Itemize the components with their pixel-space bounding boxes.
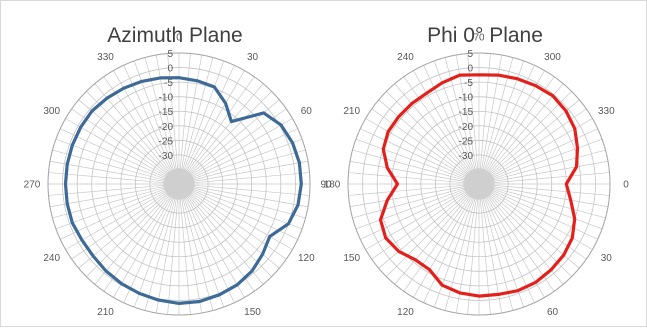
angle-tick-label: 270 [24,180,41,191]
angle-tick-label: 150 [244,307,261,318]
angular-gridline [486,188,593,250]
angle-tick-label: 150 [343,253,360,264]
angular-gridline [183,191,245,298]
angular-gridline [386,91,473,178]
radial-tick-label: -15 [459,107,474,118]
angular-gridline [366,119,473,181]
radial-tick-label: 5 [167,49,173,60]
angle-tick-label: 70 [473,33,485,44]
radial-tick-label: -5 [464,78,473,89]
angular-gridline [185,100,279,179]
angular-gridline [485,189,579,268]
radial-tick-label: -10 [159,93,174,104]
angle-tick-label: 0 [176,33,182,44]
radial-tick-label: -30 [159,151,174,162]
polar-chart-phi: 50-5-10-15-20-25-30030609012015018021024… [324,33,630,327]
radial-tick-label: 0 [167,64,173,75]
radial-tick-label: -25 [459,136,474,147]
angle-tick-label: 330 [97,52,114,63]
chart-title-phi: Phi 0° Plane [427,24,543,47]
angle-tick-label: 300 [43,106,60,117]
radial-tick-label: 0 [467,64,473,75]
radial-tick-label: 5 [467,49,473,60]
angle-tick-label: 0 [623,180,629,191]
radial-tick-label: -5 [164,78,173,89]
angle-tick-label: 210 [343,106,360,117]
angle-tick-label: 30 [601,253,613,264]
angle-tick-label: 180 [324,180,341,191]
polar-charts: Azimuth Plane Phi 0° Plane 50-5-10-15-20… [1,1,646,326]
polar-chart-azimuth: 50-5-10-15-20-25-30030609012015018021024… [24,33,332,327]
angular-gridline [186,188,293,250]
angle-tick-label: 240 [397,52,414,63]
radial-tick-label: -25 [159,136,174,147]
angle-tick-label: 60 [301,106,313,117]
radial-tick-label: -20 [459,122,474,133]
angular-gridline [379,189,473,268]
angle-tick-label: 60 [547,307,559,318]
angle-tick-label: 240 [43,253,60,264]
angular-gridline [186,119,293,181]
polar-center [463,168,494,199]
polar-center [163,168,194,199]
angle-tick-label: 120 [397,307,414,318]
angle-tick-label: 300 [544,52,561,63]
angular-gridline [185,91,272,178]
angular-gridline [395,190,474,284]
angular-gridline [414,191,476,298]
angular-gridline [386,190,473,277]
angular-gridline [485,190,572,277]
radial-tick-label: -10 [459,93,474,104]
chart-title-azimuth: Azimuth Plane [107,24,242,47]
angular-gridline [114,191,176,298]
angle-tick-label: 30 [247,52,259,63]
angular-gridline [185,189,279,268]
angle-tick-label: 330 [598,106,615,117]
angle-tick-label: 210 [97,307,114,318]
radial-tick-label: -30 [459,151,474,162]
angular-gridline [484,84,563,178]
angle-tick-label: 120 [298,253,315,264]
radial-tick-label: -15 [159,107,174,118]
radial-tick-label: -20 [159,122,174,133]
